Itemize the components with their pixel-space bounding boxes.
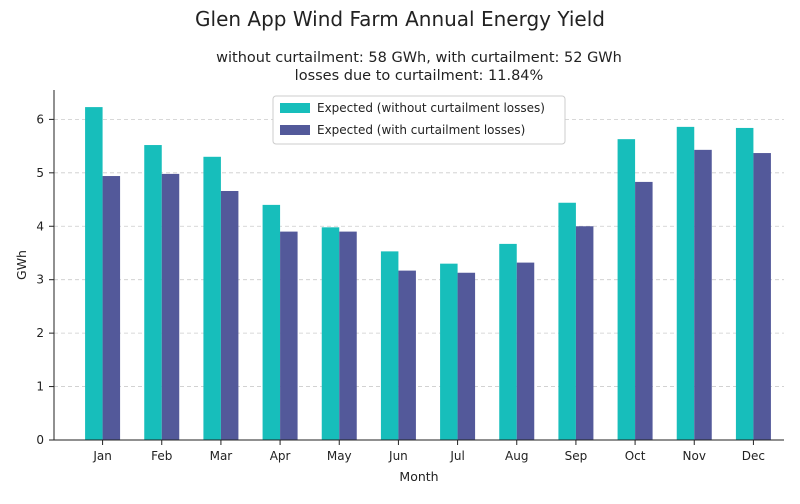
bar-aug-series-2 [516,262,535,440]
bar-apr-series-2 [280,231,298,440]
bar-may-series-1 [321,227,340,440]
x-tick-label-apr: Apr [270,449,291,463]
y-tick-label-1: 1 [36,380,44,394]
bar-oct-series-2 [635,181,653,441]
x-tick-label-jun: Jun [388,449,408,463]
bar-nov-series-2 [694,149,712,440]
bar-mar-series-1 [203,156,221,441]
bar-jul-series-2 [457,272,476,440]
bar-jan-series-1 [85,107,103,440]
x-tick-label-oct: Oct [625,449,646,463]
x-tick-label-dec: Dec [742,449,765,463]
x-tick-label-may: May [327,449,352,463]
bar-dec-series-1 [735,127,754,440]
tick-labels: 0 1 2 3 4 5 6 Jan Feb Mar Apr May Jun Jul Aug Sep Oct Nov… [36,112,765,463]
chart-subtitle-line1: without curtailment: 58 GWh, with curtai… [216,50,622,66]
x-axis-label: Month [399,469,438,484]
x-tick-label-sep: Sep [565,449,588,463]
bar-jun-series-2 [398,270,416,440]
bar-jan-series-2 [102,176,121,441]
bar-jun-series-1 [380,251,399,440]
chart-title: Glen App Wind Farm Annual Energy Yield [195,7,605,31]
x-tick-label-jul: Jul [449,449,464,463]
bars [85,107,771,441]
legend-label-series-2: Expected (with curtailment losses) [317,123,525,137]
x-tick-label-nov: Nov [683,449,706,463]
axes [49,90,784,445]
legend-swatch-series-2 [280,125,310,135]
bar-sep-series-2 [575,226,594,440]
y-tick-label-5: 5 [36,166,44,180]
y-tick-label-0: 0 [36,433,44,447]
y-tick-label-4: 4 [36,219,44,233]
bar-feb-series-2 [161,173,180,440]
y-tick-label-6: 6 [36,112,44,126]
chart-subtitle-line2: losses due to curtailment: 11.84% [295,68,544,84]
legend-swatch-series-1 [280,103,310,113]
bar-apr-series-1 [262,204,281,440]
bar-dec-series-2 [753,153,771,440]
bar-may-series-2 [339,231,357,440]
bar-feb-series-1 [144,145,162,441]
bar-aug-series-1 [499,243,517,440]
bar-nov-series-1 [676,126,695,440]
bar-jul-series-1 [440,263,458,440]
legend-label-series-1: Expected (without curtailment losses) [317,101,545,115]
bar-sep-series-1 [558,202,576,440]
bar-mar-series-2 [220,190,239,440]
x-tick-label-aug: Aug [505,449,528,463]
bar-oct-series-1 [617,139,636,440]
x-tick-label-jan: Jan [92,449,112,463]
legend-box [272,95,566,145]
y-axis-label: GWh [14,250,29,280]
legend: Expected (without curtailment losses) Exp… [272,95,566,145]
x-tick-label-mar: Mar [210,449,233,463]
y-tick-label-3: 3 [36,273,44,287]
x-tick-label-feb: Feb [151,449,172,463]
y-tick-label-2: 2 [36,326,44,340]
